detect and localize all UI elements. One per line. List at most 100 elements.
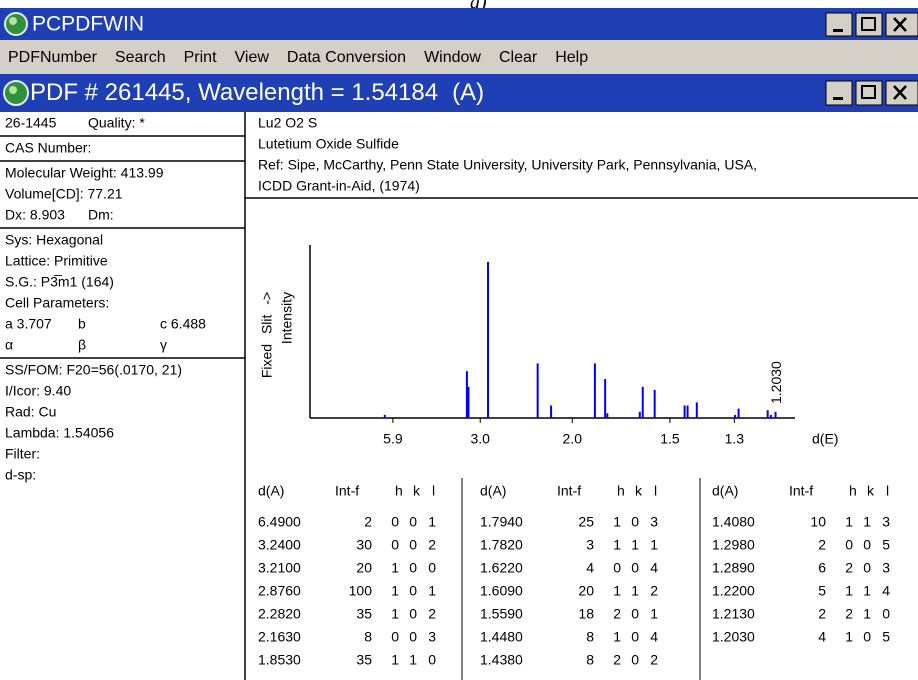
header-text: ICDD Grant-in-Aid, (1974) xyxy=(258,178,420,194)
table-cell: 20 xyxy=(356,560,372,576)
table-cell: 1.2890 xyxy=(712,560,755,576)
column-header: Int-f xyxy=(335,483,359,499)
menu-item[interactable]: Clear xyxy=(499,49,538,66)
table-cell: 0 xyxy=(409,514,417,530)
table-cell: 3 xyxy=(882,560,890,576)
table-cell: 5 xyxy=(818,583,826,599)
table-cell: 1.6220 xyxy=(480,560,523,576)
table-cell: 1.2030 xyxy=(712,629,755,645)
menu-item[interactable]: PDFNumber xyxy=(8,49,98,66)
menu-item[interactable]: Print xyxy=(184,49,217,66)
table-cell: 6.4900 xyxy=(258,514,301,530)
table-cell: 4 xyxy=(818,629,826,645)
minimize-button[interactable] xyxy=(825,12,853,37)
table-cell: 1 xyxy=(613,583,621,599)
column-header: l xyxy=(432,483,435,499)
table-cell: 1 xyxy=(613,537,621,553)
info-text: Volume[CD]: 77.21 xyxy=(5,186,123,202)
table-cell: 1.8530 xyxy=(258,652,301,668)
x-tick-label: 5.9 xyxy=(383,431,403,447)
table-cell: 1 xyxy=(391,583,399,599)
menu-item[interactable]: Window xyxy=(424,49,481,66)
table-cell: 1 xyxy=(650,537,658,553)
table-cell: 0 xyxy=(409,606,417,622)
x-tick-label: 2.0 xyxy=(563,431,583,447)
menu: PDFNumber Search Print View Data Conversion W… xyxy=(8,49,588,66)
column-header: Int-f xyxy=(789,483,813,499)
table-cell: 1 xyxy=(863,583,871,599)
table-cell: 1 xyxy=(391,606,399,622)
maximize-button[interactable] xyxy=(855,80,883,106)
table-cell: 10 xyxy=(810,514,826,530)
table-cell: 0 xyxy=(428,560,436,576)
table-cell: 4 xyxy=(650,560,658,576)
table-cell: 2 xyxy=(428,606,436,622)
maximize-glyph xyxy=(861,85,876,99)
x-tick-label: 1.3 xyxy=(725,431,745,447)
table-cell: 0 xyxy=(391,514,399,530)
window-icon-highlight xyxy=(9,86,17,94)
app-window-controls xyxy=(825,12,918,37)
minimize-button[interactable] xyxy=(825,80,853,106)
maximize-button[interactable] xyxy=(855,12,883,37)
info-text: Lambda: 1.54056 xyxy=(5,425,114,441)
table-cell: 25 xyxy=(578,514,594,530)
menu-item[interactable]: Help xyxy=(555,49,588,66)
x-tick-label: 1.5 xyxy=(660,431,680,447)
table-cell: 100 xyxy=(349,583,373,599)
table-cell: 1 xyxy=(428,583,436,599)
table-cell: 3.2100 xyxy=(258,560,301,576)
title-part: PDF # 261445, Wavelength = xyxy=(30,79,351,106)
table-cell: 8 xyxy=(586,652,594,668)
info-text: β xyxy=(78,337,86,353)
table-cell: 1 xyxy=(845,514,853,530)
table-cell: 0 xyxy=(428,652,436,668)
app-title-bar xyxy=(0,8,918,40)
info-text: Quality: * xyxy=(88,115,145,131)
table-cell: 1 xyxy=(863,514,871,530)
table-cell: 0 xyxy=(409,583,417,599)
info-text: Sys: Hexagonal xyxy=(5,232,103,248)
table-cell: 2 xyxy=(613,652,621,668)
table-cell: 1.2130 xyxy=(712,606,755,622)
menu-bar xyxy=(0,40,918,74)
info-text: S.G.: P3̅m1 (164) xyxy=(5,274,114,290)
table-cell: 4 xyxy=(882,583,890,599)
table-cell: 1 xyxy=(650,606,658,622)
table-cell: 35 xyxy=(356,652,372,668)
table-cell: 1 xyxy=(391,652,399,668)
table-cell: 2 xyxy=(650,583,658,599)
app-icon xyxy=(4,12,28,36)
table-cell: 1.2980 xyxy=(712,537,755,553)
info-text: α xyxy=(5,337,13,353)
table-cell: 6 xyxy=(818,560,826,576)
table-cell: 2 xyxy=(818,537,826,553)
table-cell: 1 xyxy=(845,629,853,645)
table-cell: 1 xyxy=(391,560,399,576)
table-cell: 5 xyxy=(882,537,890,553)
app-title: PCPDFWIN xyxy=(32,13,144,36)
y-axis-label: Fixed Slit -> xyxy=(259,292,275,378)
table-cell: 1.5590 xyxy=(480,606,523,622)
table-cell: 1 xyxy=(428,514,436,530)
table-cell: 2 xyxy=(845,560,853,576)
table-cell: 3 xyxy=(586,537,594,553)
table-cell: 2.8760 xyxy=(258,583,301,599)
menu-item[interactable]: View xyxy=(235,49,270,66)
table-cell: 3.2400 xyxy=(258,537,301,553)
header-text: Lutetium Oxide Sulfide xyxy=(258,136,399,152)
window-title-bar xyxy=(0,74,918,112)
menu-item[interactable]: Search xyxy=(115,49,166,66)
table-cell: 2 xyxy=(845,606,853,622)
table-cell: 0 xyxy=(631,629,639,645)
window-icon xyxy=(3,80,29,106)
close-button[interactable] xyxy=(885,12,918,37)
info-text: γ xyxy=(160,337,167,353)
menu-item[interactable]: Data Conversion xyxy=(287,49,406,66)
info-text: CAS Number: xyxy=(5,140,91,156)
column-header: k xyxy=(867,483,875,499)
info-text: 26-1445 xyxy=(5,115,57,131)
table-cell: 3 xyxy=(428,629,436,645)
